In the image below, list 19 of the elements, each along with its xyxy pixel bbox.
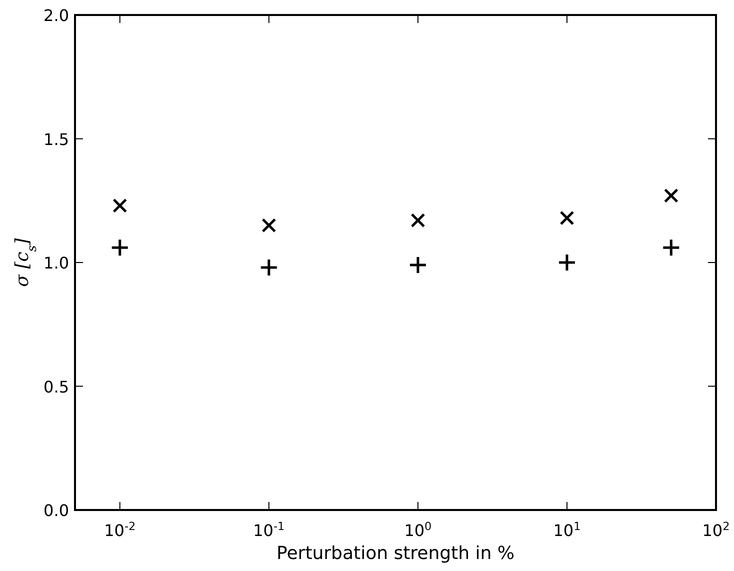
point — [262, 218, 276, 233]
y-tick-label: 0.0 — [44, 501, 69, 520]
y-tick-label: 1.5 — [44, 130, 69, 149]
point — [410, 213, 426, 228]
x-axis-title: Perturbation strength in % — [276, 543, 514, 564]
y-tick-label: 0.5 — [44, 377, 69, 396]
x-tick-label: 10$^{1}$ — [553, 520, 581, 540]
point — [560, 210, 574, 226]
point — [260, 258, 278, 277]
y-tick-label: 1.0 — [44, 254, 69, 272]
point — [408, 256, 428, 274]
point — [558, 253, 576, 272]
x-tick-label: 10$^{-1}$ — [253, 520, 285, 540]
point — [112, 198, 128, 213]
x-tick-label: 10$^{-2}$ — [104, 520, 136, 540]
x-tick-label: 10$^{0}$ — [404, 520, 432, 540]
point — [110, 238, 130, 257]
y-tick-label: 2.0 — [44, 6, 69, 25]
x-tick-label: 10$^{2}$ — [702, 520, 730, 540]
